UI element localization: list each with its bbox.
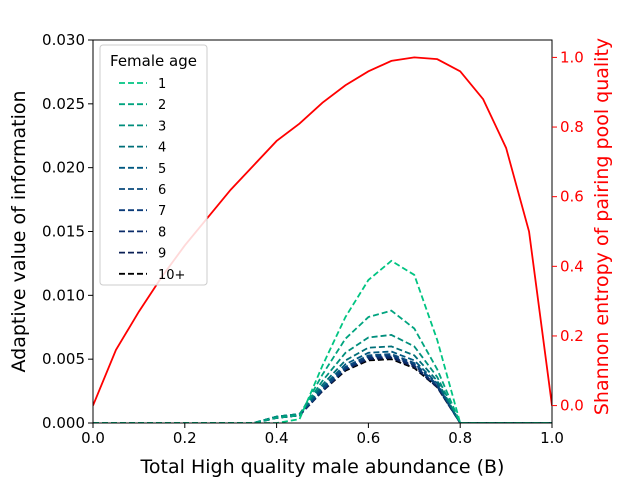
x-tick-label: 0.0 [81,429,105,447]
x-axis-label: Total High quality male abundance (B) [140,456,505,478]
y-left-tick-label: 0.000 [42,414,85,432]
legend: Female age 1 2 3 4 5 6 7 8 9 10+ [99,44,208,286]
x-tick-label: 0.4 [265,429,289,447]
y-right-tick-label: 0.0 [560,397,584,415]
y-axis-left-label: Adaptive value of information [8,90,30,372]
y-left-tick-label: 0.025 [42,95,85,113]
y-axis-right-label: Shannon entropy of pairing pool quality [591,38,613,415]
series-line-age-10+ [93,358,552,423]
y-left-tick-label: 0.015 [42,223,85,241]
y-left-tick-label: 0.030 [42,31,85,49]
y-left-tick-label: 0.020 [42,159,85,177]
legend-label: 5 [158,162,166,177]
y-right-tick-label: 1.0 [560,48,584,66]
y-left-tick-label: 0.005 [42,350,85,368]
legend-items: 1 2 3 4 5 6 7 8 9 10+ [119,77,185,283]
x-tick-label: 1.0 [540,429,564,447]
y-right-tick-label: 0.6 [560,188,584,206]
x-tick-label: 0.2 [173,429,197,447]
y-right-tick-label: 0.4 [560,257,584,275]
y-right-tick-label: 0.2 [560,327,584,345]
series-line-age-5 [93,350,552,423]
legend-label: 10+ [158,268,185,283]
series-line-age-4 [93,345,552,423]
legend-label: 1 [158,77,166,92]
series-line-age-1 [93,259,552,423]
x-tick-label: 0.8 [448,429,472,447]
axes: 0.0 0.2 0.4 0.6 0.8 1.00.0000.0050.0100.0150.… [42,31,584,447]
series-line-age-2 [93,309,552,423]
y-left-tick-label: 0.010 [42,286,85,304]
legend-label: 6 [158,183,166,198]
series-line-age-3 [93,333,552,423]
legend-label: 7 [158,204,166,219]
legend-box [99,44,208,286]
legend-title: Female age [110,52,197,70]
legend-label: 3 [158,119,166,134]
legend-label: 4 [158,141,166,156]
legend-label: 2 [158,98,166,113]
legend-label: 8 [158,225,166,240]
y-right-tick-label: 0.8 [560,118,584,136]
x-tick-label: 0.6 [356,429,380,447]
legend-label: 9 [158,247,166,262]
